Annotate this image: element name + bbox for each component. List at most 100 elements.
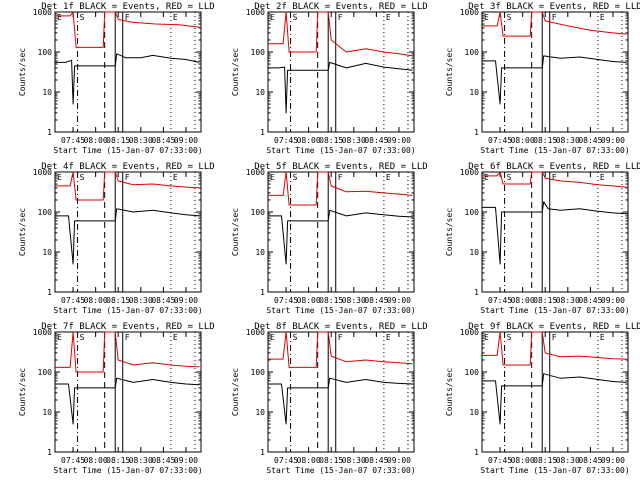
chart-panel: Det 1f BLACK = Events, RED = LLD 1 10 100 10… <box>18 2 215 155</box>
y-tick-label: 1 <box>474 288 479 297</box>
marker-label: E <box>600 13 605 22</box>
lld-series-line <box>55 331 200 373</box>
chart-title: Det 2f BLACK = Events, RED = LLD <box>254 2 427 12</box>
marker-label: F <box>125 13 130 22</box>
marker-label: E <box>173 173 178 182</box>
x-tick-label: 08:30 <box>342 296 366 305</box>
x-tick-label: 09:00 <box>601 136 625 145</box>
x-tick-label: 08:00 <box>84 456 108 465</box>
y-axis-label: Counts/sec <box>18 368 27 416</box>
x-tick-label: 08:30 <box>129 136 153 145</box>
x-tick-label: 07:45 <box>488 456 512 465</box>
marker-label: S <box>507 333 512 342</box>
x-axis-label: Start Time (15-Jan-07 07:33:00) <box>53 146 202 155</box>
events-series-line <box>55 377 200 425</box>
marker-label: E <box>270 173 275 182</box>
x-tick-label: 08:00 <box>511 136 535 145</box>
events-series-line <box>482 201 627 265</box>
y-axis-label: Counts/sec <box>445 48 454 96</box>
y-tick-label: 100 <box>38 48 53 57</box>
x-tick-label: 08:00 <box>511 296 535 305</box>
plot-frame <box>267 171 415 293</box>
y-tick-label: 10 <box>42 88 52 97</box>
y-tick-label: 10 <box>255 408 265 417</box>
y-tick-label: 1000 <box>33 8 52 17</box>
y-tick-label: 1000 <box>246 328 265 337</box>
x-axis-label: Start Time (15-Jan-07 07:33:00) <box>480 306 629 315</box>
x-tick-label: 07:45 <box>488 296 512 305</box>
x-tick-label: 08:45 <box>578 136 602 145</box>
lld-series-line <box>55 171 200 201</box>
x-tick-label: 08:45 <box>364 456 388 465</box>
y-tick-label: 1 <box>474 448 479 457</box>
x-tick-label: 08:00 <box>511 456 535 465</box>
marker-label: S <box>293 333 298 342</box>
y-tick-label: 1 <box>47 288 52 297</box>
x-tick-label: 08:45 <box>578 456 602 465</box>
x-tick-label: 08:15 <box>533 456 557 465</box>
y-tick-label: 10 <box>469 408 479 417</box>
x-tick-label: 07:45 <box>274 456 298 465</box>
y-tick-label: 1000 <box>246 8 265 17</box>
x-tick-label: 08:30 <box>129 296 153 305</box>
x-tick-label: 08:15 <box>319 136 343 145</box>
marker-label: S <box>293 13 298 22</box>
x-tick-label: 07:45 <box>274 136 298 145</box>
x-tick-label: 08:45 <box>151 136 175 145</box>
plot-frame <box>54 171 202 293</box>
x-axis-label: Start Time (15-Jan-07 07:33:00) <box>53 306 202 315</box>
x-tick-label: 07:45 <box>61 136 85 145</box>
y-tick-label: 100 <box>465 368 480 377</box>
y-tick-label: 10 <box>255 248 265 257</box>
y-tick-label: 1 <box>474 128 479 137</box>
x-tick-label: 08:45 <box>364 296 388 305</box>
y-tick-label: 1000 <box>460 8 479 17</box>
marker-label: E <box>57 173 62 182</box>
plot-frame <box>267 11 415 133</box>
x-tick-label: 07:45 <box>488 136 512 145</box>
y-tick-label: 10 <box>469 88 479 97</box>
x-tick-label: 08:15 <box>106 456 130 465</box>
y-tick-label: 1 <box>47 448 52 457</box>
y-axis-label: Counts/sec <box>445 368 454 416</box>
x-tick-label: 08:30 <box>342 456 366 465</box>
x-tick-label: 08:15 <box>533 296 557 305</box>
chart-panel: Det 3f BLACK = Events, RED = LLD 1 10 100 10… <box>445 2 640 155</box>
events-series-line <box>268 61 413 114</box>
x-tick-label: 08:15 <box>319 456 343 465</box>
x-tick-label: 07:45 <box>274 296 298 305</box>
marker-label: S <box>80 333 85 342</box>
y-tick-label: 1000 <box>33 328 52 337</box>
marker-label: S <box>80 173 85 182</box>
marker-label: F <box>125 333 130 342</box>
marker-label: E <box>386 173 391 182</box>
y-axis-label: Counts/sec <box>445 208 454 256</box>
marker-label: E <box>270 333 275 342</box>
x-tick-label: 08:30 <box>556 296 580 305</box>
x-tick-label: 08:45 <box>151 456 175 465</box>
y-axis-label: Counts/sec <box>18 208 27 256</box>
x-tick-label: 09:00 <box>601 296 625 305</box>
lld-series-line <box>482 11 627 37</box>
y-tick-label: 10 <box>42 248 52 257</box>
x-tick-label: 09:00 <box>174 136 198 145</box>
y-tick-label: 100 <box>251 368 266 377</box>
x-tick-label: 08:00 <box>84 136 108 145</box>
x-axis-label: Start Time (15-Jan-07 07:33:00) <box>53 466 202 475</box>
lld-series-line <box>482 331 627 366</box>
x-axis-label: Start Time (15-Jan-07 07:33:00) <box>266 146 415 155</box>
x-tick-label: 08:15 <box>106 296 130 305</box>
x-tick-label: 07:45 <box>61 456 85 465</box>
x-axis-label: Start Time (15-Jan-07 07:33:00) <box>480 466 629 475</box>
events-series-line <box>482 373 627 425</box>
x-tick-label: 09:00 <box>387 136 411 145</box>
chart-panel: Det 5f BLACK = Events, RED = LLD 1 10 100 10… <box>231 162 428 315</box>
x-tick-label: 08:30 <box>129 456 153 465</box>
marker-label: E <box>484 173 489 182</box>
chart-panel: Det 7f BLACK = Events, RED = LLD 1 10 100 10… <box>18 322 215 475</box>
y-axis-label: Counts/sec <box>18 48 27 96</box>
x-tick-label: 08:15 <box>319 296 343 305</box>
marker-label: F <box>552 333 557 342</box>
x-tick-label: 08:15 <box>106 136 130 145</box>
